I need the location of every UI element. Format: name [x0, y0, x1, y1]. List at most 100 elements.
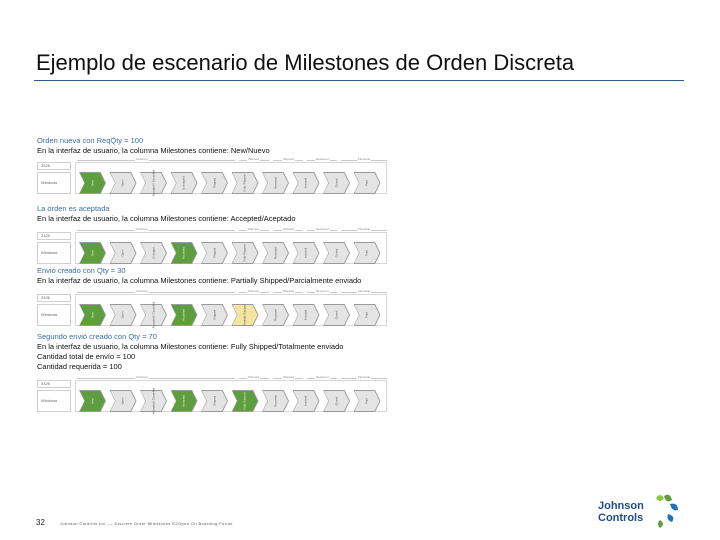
- milestone-label: Invoiced: [303, 177, 308, 189]
- chevron-fill: [263, 243, 288, 263]
- milestone-chevron: Open: [109, 242, 137, 264]
- milestone-chevron: Received: [262, 390, 289, 412]
- milestone-chevron: Invoiced: [292, 390, 320, 412]
- step-description: En la interfaz de usuario, la columna Mi…: [37, 146, 270, 155]
- chevron-shape: [170, 390, 198, 412]
- chevron-shape: [140, 242, 167, 264]
- diagram-side-label-top: 3326: [37, 294, 71, 302]
- milestone-chevron: Accepted / Cancelled: [140, 388, 167, 414]
- milestone-chevron: Paid: [353, 390, 381, 412]
- chevron-fill: [354, 173, 380, 193]
- milestone-label: Paid: [364, 180, 369, 186]
- chevron-fill: [110, 243, 136, 263]
- milestone-chevron: Accepted: [170, 390, 198, 412]
- milestone-label: Invoiced: [303, 247, 308, 259]
- diagram-side-label-top: 3326: [37, 232, 71, 240]
- chevron-shape: [353, 172, 381, 194]
- milestone-chevron: Changed: [140, 242, 167, 264]
- milestone-label: Open: [120, 397, 125, 405]
- chevron-shape: [323, 390, 350, 412]
- chevron-shape: [262, 304, 289, 326]
- milestone-chevron: Open: [109, 390, 137, 412]
- chevron-shape: [231, 390, 259, 412]
- milestone-label: Closed: [334, 178, 338, 188]
- diagram-phase-headers: Ordering Planned Shipped Received Financial: [77, 227, 387, 233]
- milestone-label: Paid: [364, 312, 369, 318]
- chevron-fill: [293, 173, 319, 193]
- milestone-label: Received: [273, 395, 277, 407]
- diagram-side-label-bottom: Windows: [37, 242, 71, 264]
- chevron-fill: [293, 243, 319, 263]
- chevron-shape: [292, 172, 320, 194]
- milestone-chevron: Closed: [323, 172, 350, 194]
- milestone-label: Received: [273, 309, 277, 321]
- milestone-chevron: Accepted / Cancelled: [140, 169, 167, 197]
- milestone-chevron: Invoiced: [292, 304, 320, 326]
- title-divider: [34, 80, 684, 81]
- chevron-shape: [170, 242, 198, 264]
- milestone-label: Open: [120, 249, 125, 257]
- chevron-fill: [293, 305, 319, 325]
- milestone-label: Invoiced: [303, 309, 308, 321]
- chevron-shape: [170, 304, 198, 326]
- chevron-shape: [79, 390, 106, 412]
- chevron-fill: [263, 305, 288, 325]
- step-heading: La orden es aceptada: [37, 204, 110, 213]
- phase-header-label: Planned: [247, 375, 261, 380]
- phase-header-label: Financial: [357, 375, 372, 380]
- logo-text-line2: Controls: [598, 512, 644, 524]
- milestone-chevron: New: [79, 390, 106, 412]
- milestone-label: Accepted / Cancelled: [151, 169, 155, 197]
- chevron-shape: [79, 304, 106, 326]
- step-caption: La orden es aceptada En la interfaz de us…: [37, 204, 296, 224]
- milestone-chevron: Received: [262, 172, 289, 194]
- milestone-chevron: New: [79, 242, 106, 264]
- milestone-label: Changed: [151, 247, 155, 259]
- logo-text-line1: Johnson: [598, 500, 644, 512]
- chevron-shape: [262, 242, 289, 264]
- chevron-fill: [141, 391, 166, 411]
- milestone-label: Shipped: [212, 247, 216, 259]
- step-heading: Segundo envió creado con Qty = 70: [37, 332, 157, 341]
- chevron-fill: [263, 391, 288, 411]
- chevron-shape: [109, 242, 137, 264]
- chevron-fill: [263, 173, 288, 193]
- slide-title: Ejemplo de escenario de Milestones de Or…: [36, 50, 575, 75]
- diagram-side-label-top: 3326: [37, 162, 71, 170]
- milestone-label: Shipped: [212, 177, 216, 189]
- phase-header-label: Received: [315, 375, 330, 380]
- phase-header-label: Received: [315, 157, 330, 162]
- chevron-shape: [292, 304, 320, 326]
- chevron-shape: [201, 390, 228, 412]
- diagram-side-label-bottom: Windows: [37, 304, 71, 326]
- chevron-fill: [232, 173, 258, 193]
- milestone-diagram: Ordering Planned Shipped Received Financial 3…: [37, 375, 387, 414]
- milestone-label: Partially Shipped: [242, 304, 247, 326]
- chevron-shape: [170, 172, 198, 194]
- diagram-side-label-bottom: Windows: [37, 172, 71, 194]
- phase-header-label: Received: [315, 227, 330, 232]
- milestone-label: Accepted: [181, 395, 186, 407]
- chevron-shape: [353, 390, 381, 412]
- milestone-label: Invoiced: [303, 395, 308, 407]
- milestone-label: Unshipped: [181, 176, 186, 190]
- phase-header-label: Financial: [357, 227, 372, 232]
- company-logo-icon: [656, 494, 678, 528]
- chevron-shape: [201, 304, 228, 326]
- milestone-chevron: Fully Shipped: [231, 242, 259, 264]
- milestone-chevron: Shipped: [201, 390, 228, 412]
- milestone-chevron: Accepted: [170, 304, 198, 326]
- chevron-fill: [202, 173, 227, 193]
- milestone-chevron: Shipped: [201, 172, 228, 194]
- chevron-fill: [354, 305, 380, 325]
- chevron-fill: [80, 173, 105, 193]
- milestone-label: Closed: [334, 248, 338, 258]
- step-caption: Segundo envió creado con Qty = 70 En la i…: [37, 332, 343, 372]
- step-caption: Envió creado con Qty = 30 En la interfaz …: [37, 266, 361, 286]
- milestone-chevron: Closed: [323, 242, 350, 264]
- step-description: En la interfaz de usuario, la columna Mi…: [37, 342, 344, 351]
- phase-bracket-line: [77, 378, 235, 379]
- chevron-shape: [79, 242, 106, 264]
- chevron-fill: [324, 391, 349, 411]
- chevron-fill: [171, 391, 197, 411]
